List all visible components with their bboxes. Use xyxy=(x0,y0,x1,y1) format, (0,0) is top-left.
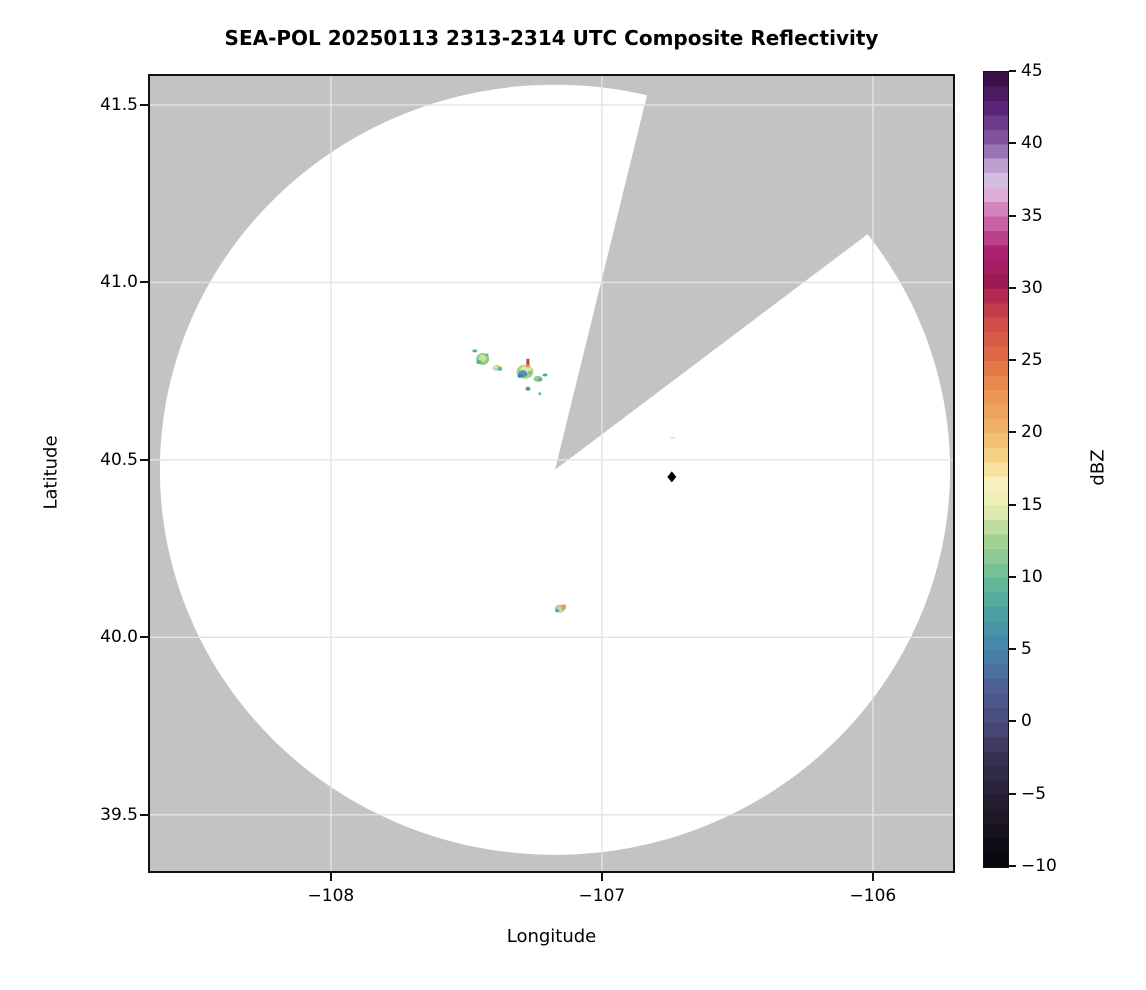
radar-map-plot xyxy=(148,74,955,873)
echo-main-cell xyxy=(516,358,534,379)
colorbar-label: dBZ xyxy=(1087,449,1109,486)
y-tick-label: 39.5 xyxy=(100,804,138,825)
colorbar-tick-mark xyxy=(1009,142,1016,145)
colorbar-tick-mark xyxy=(1009,286,1016,289)
colorbar-tick-label: 40 xyxy=(1021,133,1043,154)
echo-nw-cell-2 xyxy=(492,364,502,371)
y-tick-mark xyxy=(140,281,148,284)
x-tick-label: −106 xyxy=(849,886,897,906)
axes-frame xyxy=(148,74,955,873)
colorbar-tick-mark xyxy=(1009,865,1016,867)
site-diamond-marker xyxy=(667,471,677,483)
y-axis-label: Latitude xyxy=(40,435,62,510)
y-tick-label: 40.5 xyxy=(100,449,138,470)
colorbar xyxy=(983,71,1009,868)
colorbar-tick-mark xyxy=(1009,720,1016,723)
colorbar-bands xyxy=(984,72,1008,867)
colorbar-tick-label: 0 xyxy=(1021,711,1032,732)
colorbar-tick-mark xyxy=(1009,503,1016,506)
colorbar-tick-label: 25 xyxy=(1021,350,1043,371)
colorbar-tick-label: 10 xyxy=(1021,566,1043,587)
colorbar-tick-label: 30 xyxy=(1021,277,1043,298)
figure-title: SEA-POL 20250113 2313-2314 UTC Composite… xyxy=(224,26,879,50)
colorbar-tick-label: 45 xyxy=(1021,61,1043,81)
colorbar-tick-mark xyxy=(1009,70,1016,72)
colorbar-tick-label: 20 xyxy=(1021,422,1043,443)
echo-south-speck xyxy=(538,392,542,396)
colorbar-tick-mark xyxy=(1009,431,1016,434)
y-tick-mark xyxy=(140,813,148,816)
x-tick-label: −107 xyxy=(578,886,626,906)
x-tick-mark xyxy=(871,873,874,881)
colorbar-tick-mark xyxy=(1009,575,1016,578)
reflectivity-echoes xyxy=(472,349,676,613)
echo-nw-speck xyxy=(472,349,478,353)
blocked-sector-wedge xyxy=(555,74,955,470)
y-tick-mark xyxy=(140,636,148,639)
x-tick-mark xyxy=(600,873,603,881)
colorbar-tick-mark xyxy=(1009,648,1016,651)
colorbar-tick-label: −5 xyxy=(1021,783,1047,804)
x-axis-label: Longitude xyxy=(506,926,597,947)
echo-faint-speck xyxy=(669,436,676,439)
y-tick-label: 41.5 xyxy=(100,94,138,115)
x-tick-mark xyxy=(329,873,332,881)
colorbar-tick-label: −10 xyxy=(1021,856,1057,876)
echo-east-dash xyxy=(542,373,548,377)
colorbar-tick-label: 5 xyxy=(1021,639,1032,660)
colorbar-tick-mark xyxy=(1009,214,1016,217)
y-tick-label: 41.0 xyxy=(100,272,138,293)
y-tick-mark xyxy=(140,103,148,106)
colorbar-tick-mark xyxy=(1009,359,1016,362)
echo-south-dot xyxy=(525,386,531,391)
echo-main-cell-east xyxy=(533,375,543,382)
gridlines xyxy=(148,74,955,873)
colorbar-tick-mark xyxy=(1009,792,1016,795)
echo-southern-cell xyxy=(554,604,566,613)
y-tick-mark xyxy=(140,458,148,461)
colorbar-tick-label: 15 xyxy=(1021,494,1043,515)
x-tick-label: −108 xyxy=(307,886,355,906)
y-tick-label: 40.0 xyxy=(100,627,138,648)
colorbar-tick-label: 35 xyxy=(1021,205,1043,226)
echo-nw-cell xyxy=(476,353,490,365)
